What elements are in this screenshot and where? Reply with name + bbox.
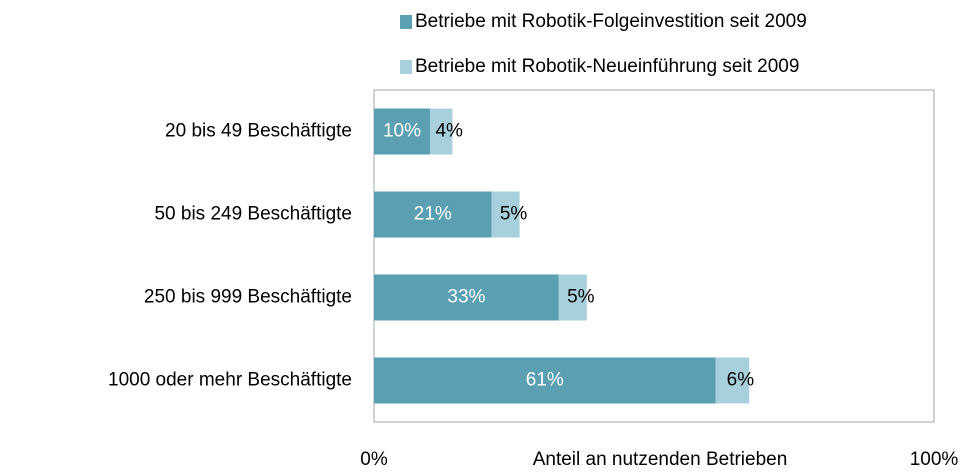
legend-swatch xyxy=(400,15,412,29)
data-label: 10% xyxy=(383,121,421,142)
y-tick-label: 20 bis 49 Beschäftigte xyxy=(165,121,352,142)
bar-segment xyxy=(374,357,716,404)
y-tick-label: 1000 oder mehr Beschäftigte xyxy=(108,370,352,391)
data-label: 21% xyxy=(414,204,452,225)
data-label: 33% xyxy=(447,287,485,308)
data-label: 6% xyxy=(727,370,755,391)
x-axis-label: Anteil an nutzenden Betrieben xyxy=(533,449,788,469)
data-label: 5% xyxy=(567,287,595,308)
legend-label: Betriebe mit Robotik-Neueinführung seit … xyxy=(415,56,799,77)
x-tick-label: 0% xyxy=(360,449,388,469)
data-label: 4% xyxy=(435,121,463,142)
data-label: 5% xyxy=(500,204,528,225)
y-tick-label: 50 bis 249 Beschäftigte xyxy=(154,204,352,225)
bar-segment xyxy=(374,191,492,238)
plot-area xyxy=(373,89,935,423)
bar-segment xyxy=(374,108,430,155)
bar-segment xyxy=(430,108,453,155)
bar-segment xyxy=(715,357,750,404)
legend-label: Betriebe mit Robotik-Folgeinvestition se… xyxy=(415,11,807,32)
data-label: 61% xyxy=(526,370,564,391)
bar-segment xyxy=(374,274,559,321)
y-tick-label: 250 bis 999 Beschäftigte xyxy=(144,287,352,308)
bar-segment xyxy=(491,191,520,238)
legend-swatch xyxy=(400,60,412,74)
bar-segment xyxy=(558,274,587,321)
x-tick-label: 100% xyxy=(910,449,959,469)
